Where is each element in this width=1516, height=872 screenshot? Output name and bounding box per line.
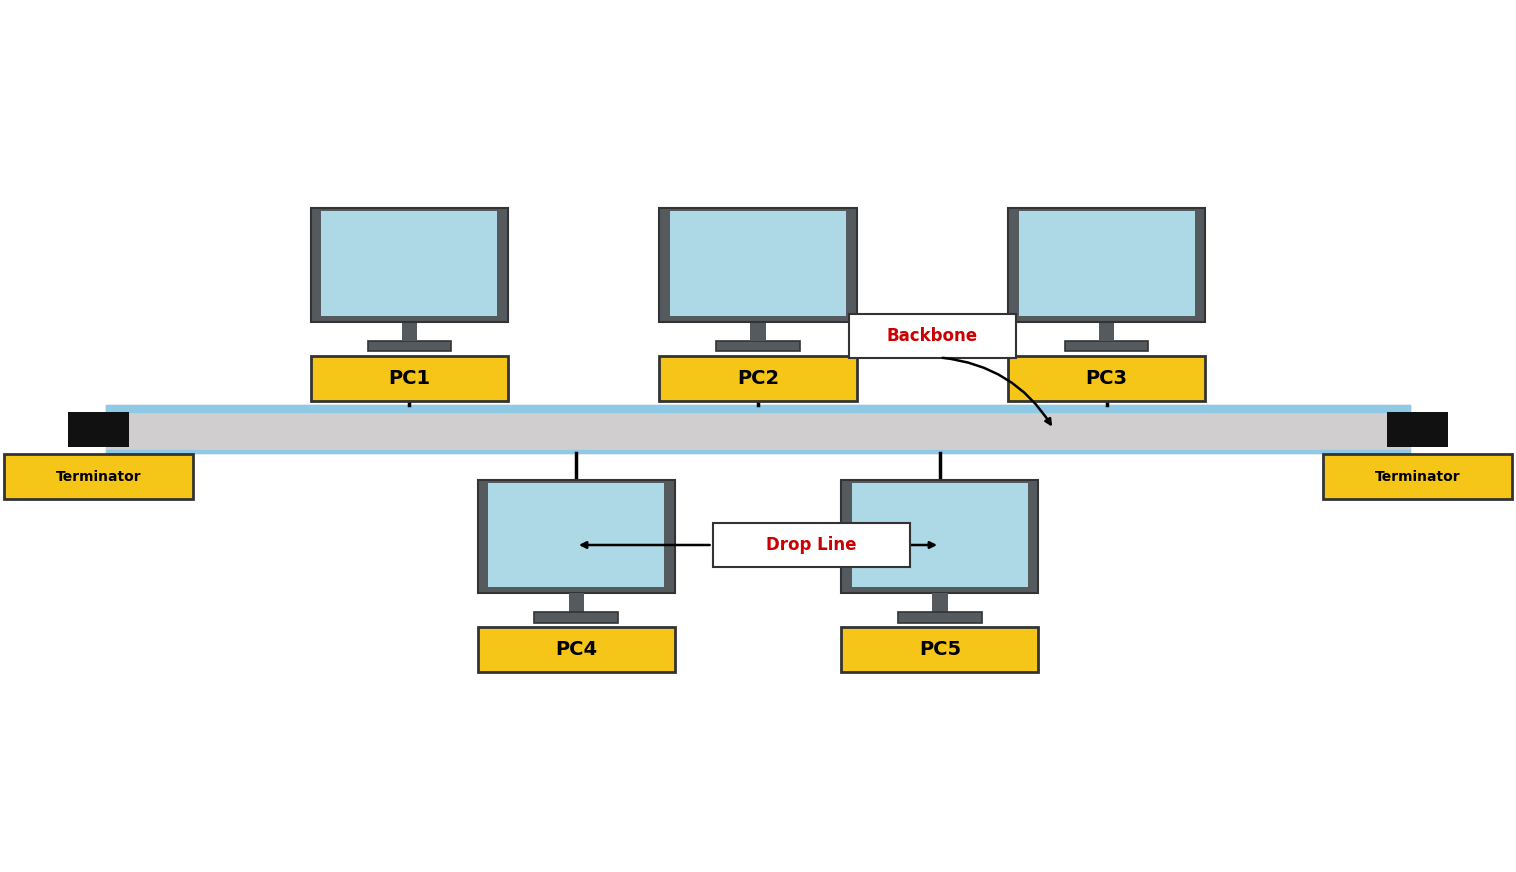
Text: PC2: PC2	[737, 369, 779, 388]
Bar	[1099, 322, 1114, 341]
Bar	[321, 211, 497, 316]
Text: Terminator: Terminator	[1375, 469, 1460, 484]
Bar	[841, 627, 1038, 672]
Text: PC1: PC1	[388, 369, 431, 388]
Bar	[1008, 356, 1205, 401]
Text: Terminator: Terminator	[56, 469, 141, 484]
Bar	[897, 612, 982, 623]
Text: Drop Line: Drop Line	[766, 536, 857, 554]
Bar	[534, 612, 619, 623]
Bar	[932, 593, 948, 612]
Bar	[402, 322, 417, 341]
Bar	[311, 356, 508, 401]
Bar	[849, 314, 1016, 358]
Bar	[478, 627, 675, 672]
Bar	[68, 412, 129, 447]
Bar	[852, 483, 1028, 587]
Bar	[1322, 454, 1511, 499]
Text: PC4: PC4	[555, 640, 597, 659]
Bar	[5, 454, 194, 499]
Text: PC5: PC5	[919, 640, 961, 659]
Bar	[1019, 211, 1195, 316]
Bar	[716, 341, 800, 351]
Text: PC3: PC3	[1085, 369, 1128, 388]
Bar	[841, 480, 1038, 593]
Bar	[659, 208, 857, 322]
Text: Backbone: Backbone	[887, 327, 978, 344]
Bar	[1008, 208, 1205, 322]
Bar	[1064, 341, 1149, 351]
Bar	[750, 322, 766, 341]
Bar	[659, 356, 857, 401]
Bar	[1387, 412, 1448, 447]
Bar	[368, 341, 452, 351]
Bar	[670, 211, 846, 316]
Bar	[713, 523, 910, 567]
Bar	[478, 480, 675, 593]
Bar	[488, 483, 664, 587]
Bar	[568, 593, 584, 612]
Bar	[311, 208, 508, 322]
